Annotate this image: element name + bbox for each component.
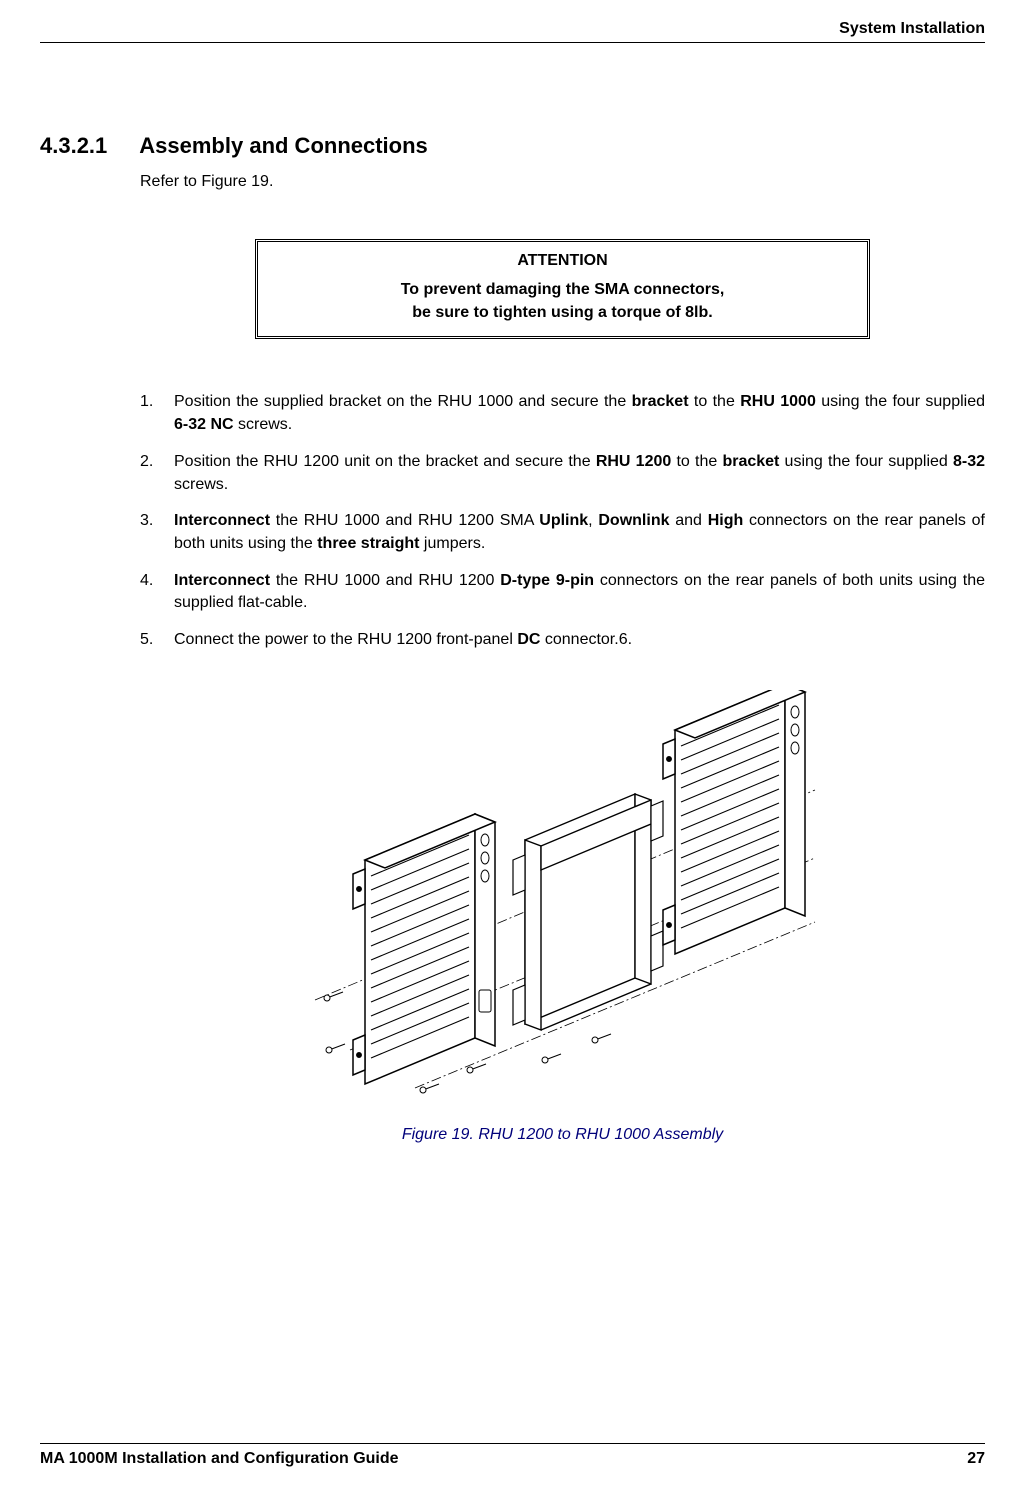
step-bold: RHU 1000 bbox=[740, 393, 816, 410]
attention-box: ATTENTION To prevent damaging the SMA co… bbox=[255, 239, 870, 339]
assembly-diagram-icon bbox=[295, 690, 831, 1110]
step-bold: bracket bbox=[632, 393, 689, 410]
step-text: jumpers. bbox=[419, 535, 485, 552]
intro-text: Refer to Figure 19. bbox=[140, 173, 985, 191]
section-heading: 4.3.2.1 Assembly and Connections bbox=[40, 133, 985, 159]
step-text: to the bbox=[671, 453, 722, 470]
step-text: and bbox=[669, 512, 707, 529]
step-text: Position the RHU 1200 unit on the bracke… bbox=[174, 453, 596, 470]
step-3: Interconnect the RHU 1000 and RHU 1200 S… bbox=[140, 510, 985, 555]
step-bold: Interconnect bbox=[174, 512, 270, 529]
step-text: Connect the power to the RHU 1200 front-… bbox=[174, 631, 517, 648]
step-text: , bbox=[588, 512, 598, 529]
step-text: using the four supplied bbox=[779, 453, 953, 470]
step-text: screws. bbox=[174, 476, 228, 493]
step-bold: 6-32 NC bbox=[174, 416, 234, 433]
step-bold: RHU 1200 bbox=[596, 453, 671, 470]
step-bold: three straight bbox=[317, 535, 419, 552]
figure: Figure 19. RHU 1200 to RHU 1000 Assembly bbox=[140, 690, 985, 1144]
step-bold: DC bbox=[517, 631, 540, 648]
step-2: Position the RHU 1200 unit on the bracke… bbox=[140, 451, 985, 496]
step-bold: D-type 9-pin bbox=[500, 572, 594, 589]
figure-caption: Figure 19. RHU 1200 to RHU 1000 Assembly bbox=[402, 1126, 723, 1144]
step-5: Connect the power to the RHU 1200 front-… bbox=[140, 629, 985, 652]
step-text: connector.6. bbox=[540, 631, 632, 648]
attention-line1: To prevent damaging the SMA connectors, bbox=[401, 281, 725, 298]
step-text: the RHU 1000 and RHU 1200 bbox=[270, 572, 500, 589]
section-number: 4.3.2.1 bbox=[40, 133, 107, 159]
step-4: Interconnect the RHU 1000 and RHU 1200 D… bbox=[140, 570, 985, 615]
step-bold: High bbox=[708, 512, 744, 529]
attention-title: ATTENTION bbox=[276, 252, 849, 270]
footer-page-number: 27 bbox=[967, 1450, 985, 1468]
step-bold: Uplink bbox=[539, 512, 588, 529]
step-bold: Downlink bbox=[598, 512, 669, 529]
page-header: System Installation bbox=[40, 20, 985, 43]
section-title: Assembly and Connections bbox=[139, 133, 428, 159]
page-footer: MA 1000M Installation and Configuration … bbox=[40, 1443, 985, 1468]
step-text: to the bbox=[689, 393, 741, 410]
step-bold: Interconnect bbox=[174, 572, 270, 589]
header-title: System Installation bbox=[839, 20, 985, 37]
attention-line2: be sure to tighten using a torque of 8lb… bbox=[412, 304, 712, 321]
step-bold: bracket bbox=[722, 453, 779, 470]
step-text: the RHU 1000 and RHU 1200 SMA bbox=[270, 512, 539, 529]
step-text: using the four supplied bbox=[816, 393, 985, 410]
steps-list: Position the supplied bracket on the RHU… bbox=[140, 391, 985, 651]
step-bold: 8-32 bbox=[953, 453, 985, 470]
attention-body: To prevent damaging the SMA connectors, … bbox=[276, 278, 849, 324]
step-text: Position the supplied bracket on the RHU… bbox=[174, 393, 632, 410]
step-text: screws. bbox=[234, 416, 293, 433]
footer-doc-title: MA 1000M Installation and Configuration … bbox=[40, 1450, 399, 1468]
step-1: Position the supplied bracket on the RHU… bbox=[140, 391, 985, 436]
